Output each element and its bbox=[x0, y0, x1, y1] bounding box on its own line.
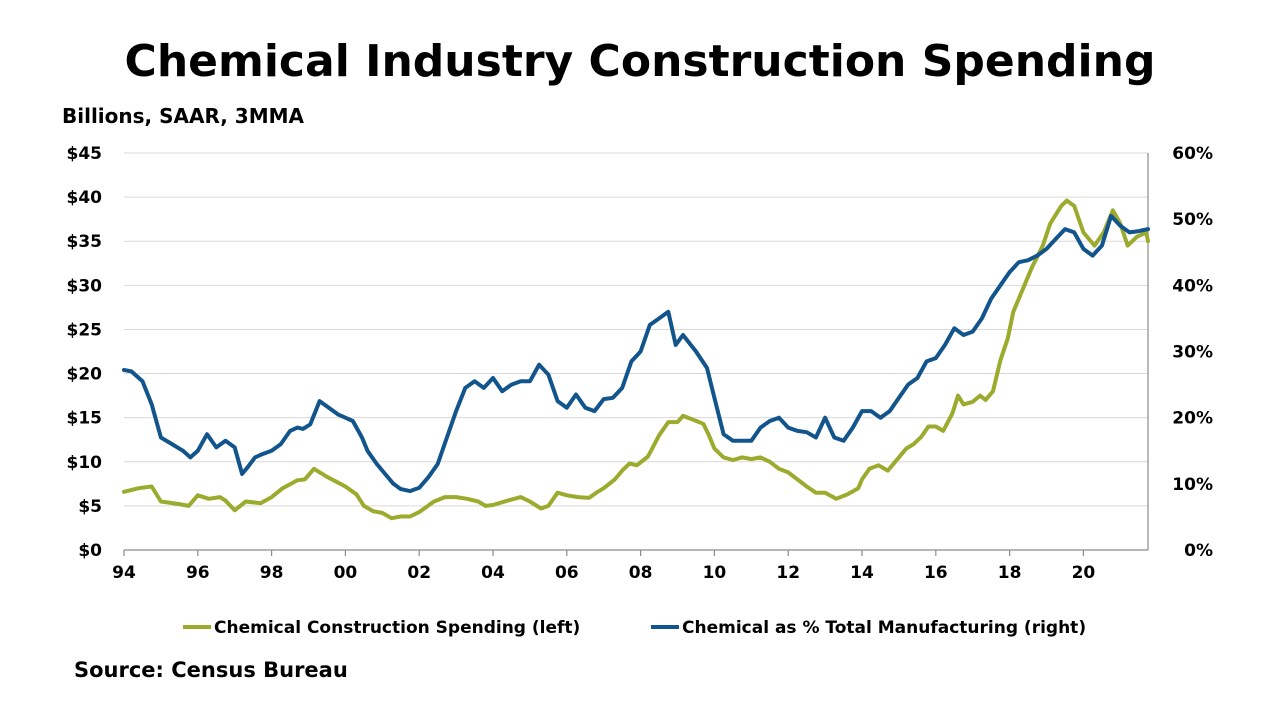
y-left-tick-label: $45 bbox=[67, 144, 103, 164]
chart-subtitle: Billions, SAAR, 3MMA bbox=[62, 104, 305, 128]
x-tick-label: 14 bbox=[850, 563, 874, 583]
source-note: Source: Census Bureau bbox=[74, 658, 348, 682]
x-tick-label: 06 bbox=[555, 563, 579, 583]
legend-label: Chemical as % Total Manufacturing (right… bbox=[682, 618, 1086, 638]
x-tick-label: 94 bbox=[112, 563, 136, 583]
y-left-tick-label: $25 bbox=[67, 320, 103, 340]
y-right-tick-label: 30% bbox=[1172, 343, 1213, 363]
y-right-tick-label: 0% bbox=[1184, 541, 1213, 561]
x-tick-label: 12 bbox=[776, 563, 800, 583]
y-left-tick-label: $20 bbox=[67, 365, 103, 385]
tick-labels: $0 $5 $10 $15 $20 $25 $30 $35 $40 $45 0% 10% 20% 30% 4… bbox=[67, 144, 1214, 583]
x-tick-label: 18 bbox=[998, 563, 1022, 583]
y-left-tick-label: $35 bbox=[67, 232, 103, 252]
series-line-chemical-spending bbox=[122, 198, 1150, 521]
page-title: Chemical Industry Construction Spending bbox=[124, 36, 1156, 87]
legend-label: Chemical Construction Spending (left) bbox=[214, 618, 580, 638]
y-left-tick-label: $5 bbox=[78, 497, 102, 517]
x-tick-label: 08 bbox=[629, 563, 653, 583]
y-right-tick-label: 10% bbox=[1172, 475, 1213, 495]
x-tick-label: 00 bbox=[334, 563, 358, 583]
grid-lines bbox=[124, 152, 1148, 507]
x-tick-label: 20 bbox=[1072, 563, 1096, 583]
y-right-tick-label: 50% bbox=[1172, 210, 1213, 230]
series-line-chemical-share bbox=[122, 213, 1150, 494]
chart-axes bbox=[123, 153, 1149, 556]
y-left-tick-label: $30 bbox=[67, 276, 103, 296]
y-right-tick-label: 40% bbox=[1172, 276, 1213, 296]
series-lines bbox=[122, 198, 1150, 521]
y-left-tick-label: $15 bbox=[67, 409, 103, 429]
x-tick-label: 02 bbox=[407, 563, 431, 583]
y-right-tick-label: 60% bbox=[1172, 144, 1213, 164]
legend: Chemical Construction Spending (left) Che… bbox=[183, 618, 1086, 638]
x-tick-label: 16 bbox=[924, 563, 948, 583]
x-tick-label: 10 bbox=[703, 563, 727, 583]
y-left-tick-label: $10 bbox=[67, 453, 103, 473]
y-right-tick-label: 20% bbox=[1172, 409, 1213, 429]
x-tick-label: 96 bbox=[186, 563, 210, 583]
x-tick-label: 98 bbox=[260, 563, 284, 583]
y-left-tick-label: $0 bbox=[78, 541, 102, 561]
x-tick-label: 04 bbox=[481, 563, 505, 583]
y-left-tick-label: $40 bbox=[67, 188, 103, 208]
